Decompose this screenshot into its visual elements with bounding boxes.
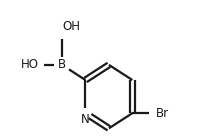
Text: Br: Br [156,107,169,120]
Text: OH: OH [62,20,80,33]
Text: N: N [81,113,90,126]
Text: HO: HO [21,58,39,71]
Text: B: B [58,58,66,71]
